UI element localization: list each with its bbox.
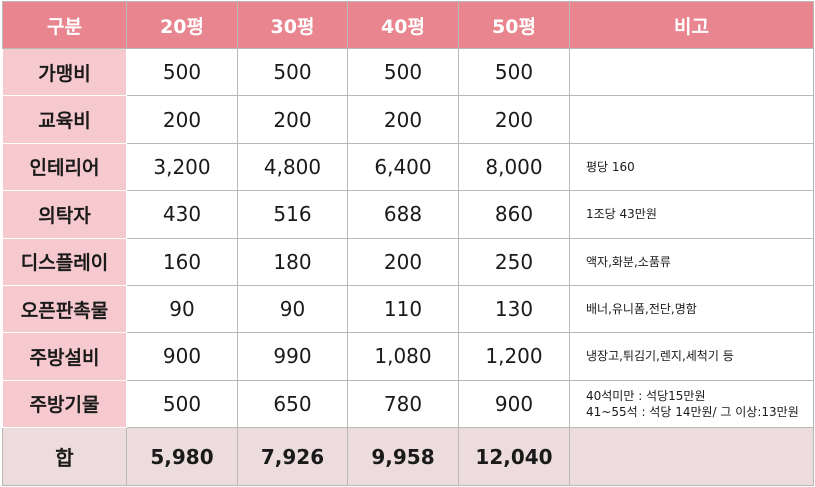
cell-note: 40석미만 : 석당15만원 41~55석 : 석당 14만원/ 그 이상:13… (569, 379, 814, 429)
cell-50: 860 (458, 190, 570, 239)
cell-20: 430 (126, 190, 238, 239)
row-label: 교육비 (2, 95, 127, 144)
table-row: 교육비 200 200 200 200 (2, 95, 814, 144)
total-30: 7,926 (237, 427, 348, 486)
cell-30: 516 (237, 190, 348, 239)
cell-20: 200 (126, 95, 238, 144)
total-row: 합 5,980 7,926 9,958 12,040 (2, 427, 814, 486)
header-note: 비고 (569, 1, 814, 49)
cell-note: 배너,유니폼,전단,명함 (569, 284, 814, 334)
cell-50: 8,000 (458, 142, 570, 192)
table-row: 가맹비 500 500 500 500 (2, 47, 814, 97)
header-20-pyeong: 20평 (126, 1, 238, 49)
row-label: 오픈판촉물 (2, 284, 127, 334)
table-row: 디스플레이 160 180 200 250 액자,화분,소품류 (2, 237, 814, 286)
cell-20: 160 (126, 237, 238, 286)
cell-20: 3,200 (126, 142, 238, 192)
cell-50: 130 (458, 284, 570, 334)
header-30-pyeong: 30평 (237, 1, 348, 49)
cell-50: 500 (458, 47, 570, 97)
cell-note (569, 47, 814, 97)
cell-30: 180 (237, 237, 348, 286)
cell-30: 4,800 (237, 142, 348, 192)
note-line-1: 40석미만 : 석당15만원 (586, 388, 706, 403)
cell-20: 900 (126, 332, 238, 381)
cell-30: 990 (237, 332, 348, 381)
cell-40: 780 (347, 379, 459, 429)
row-label: 가맹비 (2, 47, 127, 97)
cell-40: 200 (347, 237, 459, 286)
table-row: 의탁자 430 516 688 860 1조당 43만원 (2, 190, 814, 239)
cell-note: 액자,화분,소품류 (569, 237, 814, 286)
total-note (569, 427, 814, 486)
cell-50: 250 (458, 237, 570, 286)
cell-30: 650 (237, 379, 348, 429)
cell-40: 688 (347, 190, 459, 239)
cell-20: 500 (126, 379, 238, 429)
note-line-2: 41~55석 : 석당 14만원/ 그 이상:13만원 (586, 404, 799, 419)
cell-30: 500 (237, 47, 348, 97)
row-label: 의탁자 (2, 190, 127, 239)
row-label: 인테리어 (2, 142, 127, 192)
cell-50: 200 (458, 95, 570, 144)
cell-note: 냉장고,튀김기,렌지,세척기 등 (569, 332, 814, 381)
table-row: 주방설비 900 990 1,080 1,200 냉장고,튀김기,렌지,세척기 … (2, 332, 814, 381)
total-40: 9,958 (347, 427, 459, 486)
cell-50: 1,200 (458, 332, 570, 381)
header-50-pyeong: 50평 (458, 1, 570, 49)
header-category: 구분 (2, 1, 127, 49)
cell-40: 1,080 (347, 332, 459, 381)
cell-30: 90 (237, 284, 348, 334)
table-row: 인테리어 3,200 4,800 6,400 8,000 평당 160 (2, 142, 814, 192)
cell-40: 500 (347, 47, 459, 97)
cell-40: 200 (347, 95, 459, 144)
cell-20: 90 (126, 284, 238, 334)
total-50: 12,040 (458, 427, 570, 486)
header-row: 구분 20평 30평 40평 50평 비고 (2, 1, 814, 49)
cell-40: 6,400 (347, 142, 459, 192)
cell-40: 110 (347, 284, 459, 334)
table-row: 오픈판촉물 90 90 110 130 배너,유니폼,전단,명함 (2, 284, 814, 334)
total-20: 5,980 (126, 427, 238, 486)
header-40-pyeong: 40평 (347, 1, 459, 49)
cell-20: 500 (126, 47, 238, 97)
cell-note (569, 95, 814, 144)
cell-30: 200 (237, 95, 348, 144)
row-label: 주방기물 (2, 379, 127, 429)
table-row: 주방기물 500 650 780 900 40석미만 : 석당15만원 41~5… (2, 379, 814, 429)
cell-50: 900 (458, 379, 570, 429)
row-label: 주방설비 (2, 332, 127, 381)
cell-note: 평당 160 (569, 142, 814, 192)
total-label: 합 (2, 427, 127, 486)
row-label: 디스플레이 (2, 237, 127, 286)
cell-note: 1조당 43만원 (569, 190, 814, 239)
